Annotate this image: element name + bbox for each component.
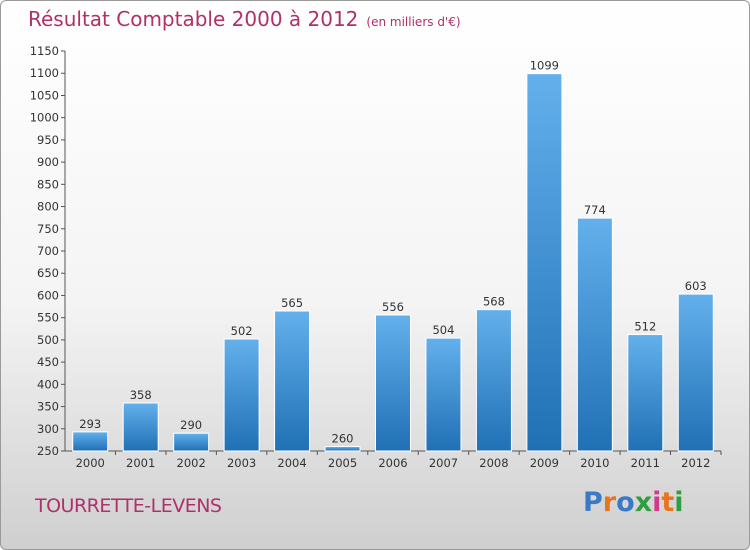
bar-2006 (375, 314, 411, 452)
place-name: TOURRETTE-LEVENS (35, 495, 222, 517)
bar-series (72, 73, 714, 452)
bar-2009 (526, 73, 563, 452)
logo-letter: o (616, 487, 635, 518)
y-tick-label: 800 (37, 200, 59, 214)
data-label-2012: 603 (685, 279, 707, 293)
bar-2007 (425, 337, 462, 452)
x-tick-label: 2004 (277, 456, 306, 470)
y-tick-label: 850 (37, 177, 59, 191)
y-tick-label: 650 (37, 266, 59, 280)
data-labels: 293 358 290 502 565 260 556 504 568 1099 774 512 603 (79, 59, 706, 446)
logo-letter: i (674, 487, 684, 518)
data-label-2001: 358 (130, 388, 152, 402)
y-tick-label: 1100 (30, 66, 59, 80)
y-tick-label: 450 (37, 355, 59, 369)
data-label-2006: 556 (382, 300, 404, 314)
y-tick-label: 500 (37, 333, 59, 347)
data-label-2002: 290 (180, 418, 202, 432)
x-tick-label: 2009 (530, 456, 559, 470)
x-tick-label: 2010 (580, 456, 609, 470)
chart-subtitle: (en milliers d'€) (366, 15, 461, 29)
bar-2003 (223, 338, 260, 452)
x-tick-label: 2003 (227, 456, 256, 470)
y-tick-label: 300 (37, 422, 59, 436)
proxiti-logo[interactable]: Proxiti (583, 487, 684, 518)
y-tick-label: 1150 (30, 44, 59, 58)
y-tick-label: 900 (37, 155, 59, 169)
x-tick-label: 2007 (429, 456, 458, 470)
x-tick-label: 2005 (328, 456, 357, 470)
y-axis: 250 300 350 400 450 500 550 600 650 700 750 800 850 9… (30, 44, 66, 458)
data-label-2010: 774 (584, 203, 606, 217)
bar-2010 (576, 217, 613, 452)
bar-2001 (122, 402, 159, 452)
data-label-2000: 293 (79, 417, 101, 431)
bar-2012 (677, 293, 714, 452)
x-tick-label: 2012 (681, 456, 710, 470)
chart-title-text: Résultat Comptable 2000 à 2012 (28, 7, 359, 31)
x-tick-label: 2000 (76, 456, 105, 470)
bar-2000 (72, 431, 109, 452)
logo-letter: t (661, 487, 675, 518)
x-tick-label: 2011 (631, 456, 660, 470)
chart-title: Résultat Comptable 2000 à 2012 (en millie… (28, 7, 461, 31)
y-tick-label: 1000 (30, 111, 59, 125)
x-tick-label: 2006 (378, 456, 407, 470)
x-tick-label: 2002 (177, 456, 206, 470)
y-tick-label: 1050 (30, 88, 59, 102)
y-tick-label: 550 (37, 311, 59, 325)
bar-2002 (173, 432, 210, 452)
data-label-2004: 565 (281, 296, 303, 310)
y-tick-label: 700 (37, 244, 59, 258)
data-label-2003: 502 (231, 324, 253, 338)
logo-letter: x (634, 487, 653, 518)
bar-2005 (324, 446, 361, 452)
bar-2004 (274, 310, 311, 452)
y-tick-label: 400 (37, 377, 59, 391)
x-axis: 2000 2001 2002 2003 2004 2005 2006 2007 2008 2009… (65, 450, 722, 470)
logo-letter: i (652, 487, 662, 518)
y-tick-label: 750 (37, 222, 59, 236)
y-tick-label: 350 (37, 400, 59, 414)
data-label-2007: 504 (432, 323, 454, 337)
logo-letter: P (583, 487, 603, 518)
data-label-2005: 260 (332, 432, 354, 446)
bar-2008 (475, 309, 512, 452)
x-tick-label: 2001 (126, 456, 155, 470)
y-tick-label: 600 (37, 288, 59, 302)
y-tick-label: 950 (37, 133, 59, 147)
data-label-2011: 512 (634, 320, 656, 334)
x-tick-label: 2008 (479, 456, 508, 470)
y-tick-label: 250 (37, 444, 59, 458)
data-label-2009: 1099 (530, 59, 559, 73)
data-label-2008: 568 (483, 295, 505, 309)
logo-letter: r (602, 487, 617, 518)
bar-2011 (627, 334, 664, 452)
